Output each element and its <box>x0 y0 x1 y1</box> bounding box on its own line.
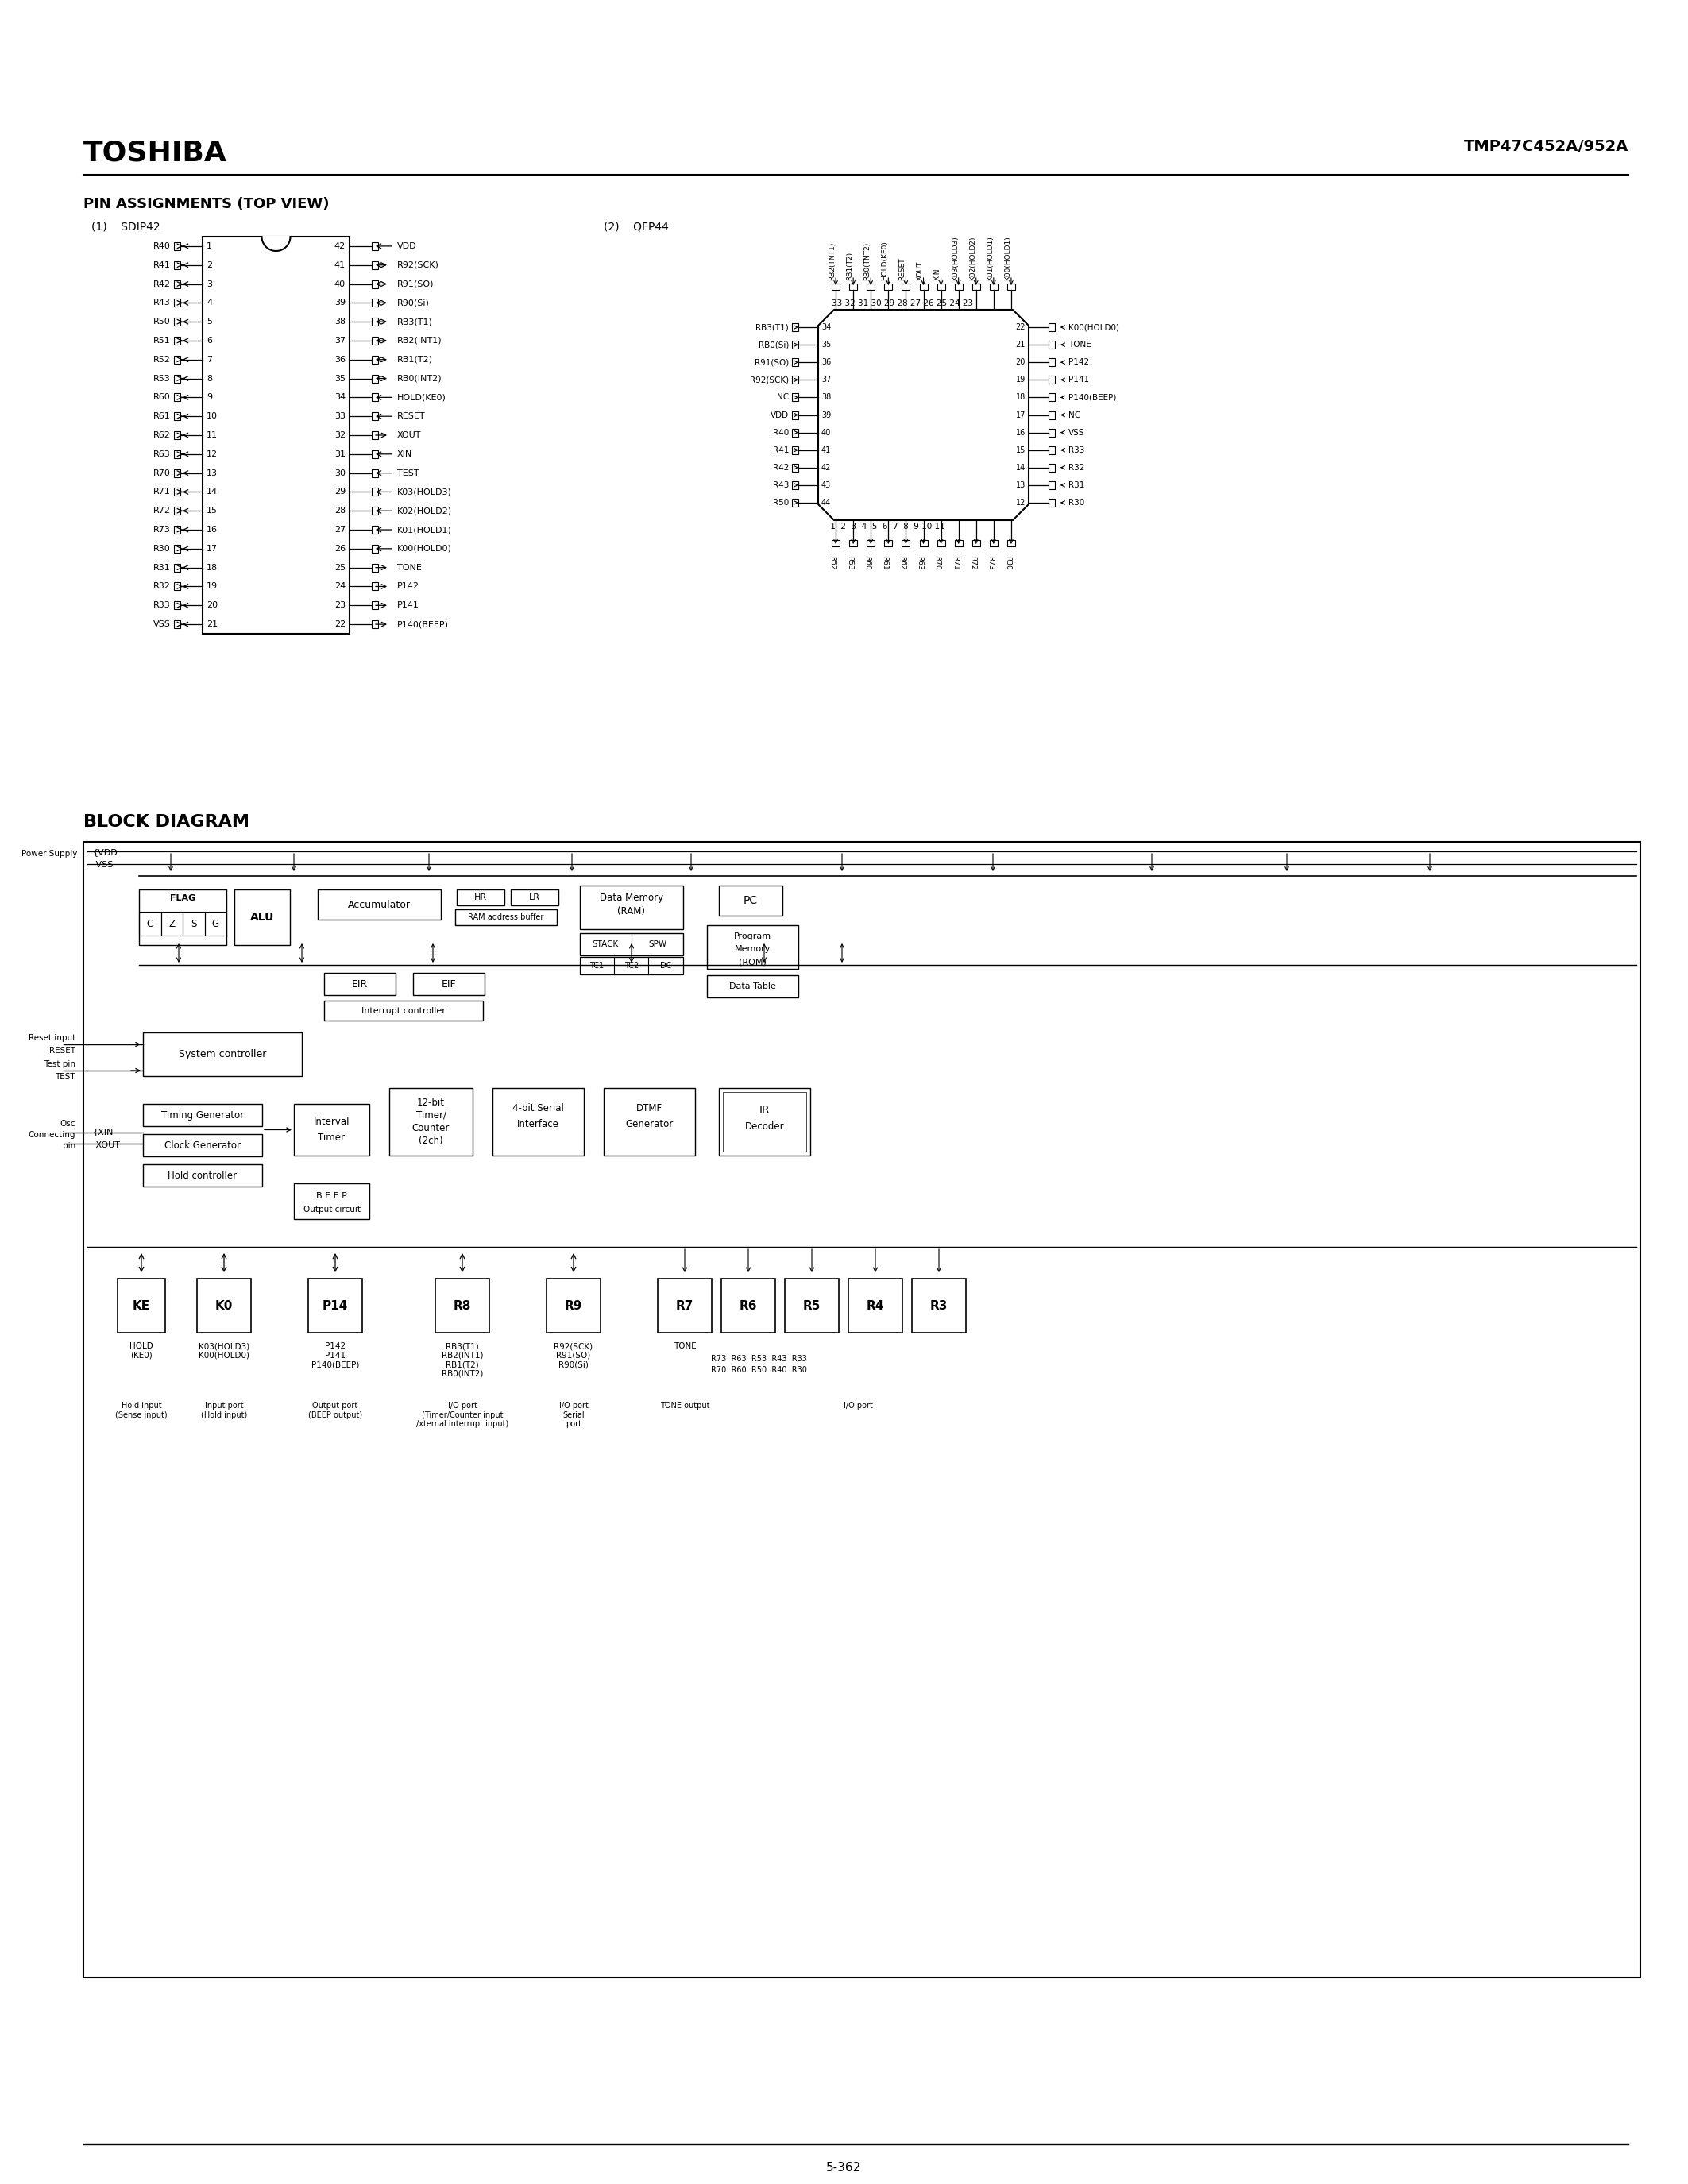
Text: 26: 26 <box>334 544 346 553</box>
Text: RB3(T1)
RB2(INT1)
RB1(T2)
RB0(INT2): RB3(T1) RB2(INT1) RB1(T2) RB0(INT2) <box>442 1343 483 1378</box>
Text: K00(HOLD0): K00(HOLD0) <box>1069 323 1119 332</box>
Text: R7: R7 <box>675 1299 694 1313</box>
Text: NC: NC <box>1069 411 1080 419</box>
Text: 17: 17 <box>206 544 218 553</box>
Bar <box>1048 411 1055 419</box>
Bar <box>174 336 181 345</box>
Bar <box>1008 539 1014 546</box>
Text: 25: 25 <box>334 563 346 572</box>
Bar <box>174 299 181 306</box>
Bar <box>792 323 798 332</box>
Bar <box>371 336 378 345</box>
Text: 36: 36 <box>822 358 830 367</box>
Bar <box>792 393 798 402</box>
Text: 8: 8 <box>206 373 213 382</box>
Bar <box>174 280 181 288</box>
Bar <box>581 957 684 974</box>
Text: R73  R63  R53  R43  R33: R73 R63 R53 R43 R33 <box>711 1354 807 1363</box>
Bar <box>174 393 181 402</box>
Text: R50: R50 <box>773 498 788 507</box>
Text: HOLD
(KE0): HOLD (KE0) <box>130 1343 154 1358</box>
Text: P142
P141
P140(BEEP): P142 P141 P140(BEEP) <box>311 1343 360 1369</box>
Text: RESET: RESET <box>49 1046 76 1055</box>
Bar <box>792 341 798 349</box>
Text: Data Table: Data Table <box>729 983 776 989</box>
Text: R8: R8 <box>454 1299 471 1313</box>
Bar <box>457 889 505 906</box>
Text: TEST: TEST <box>56 1072 76 1081</box>
Text: 12: 12 <box>1016 498 1026 507</box>
Bar <box>581 885 684 928</box>
Bar <box>143 1103 262 1127</box>
Bar <box>989 539 998 546</box>
Text: Input port
(Hold input): Input port (Hold input) <box>201 1402 246 1420</box>
Text: 44: 44 <box>822 498 830 507</box>
Text: P142: P142 <box>1069 358 1089 367</box>
Text: 42: 42 <box>822 463 830 472</box>
Bar <box>920 539 927 546</box>
Bar <box>371 242 378 251</box>
Text: 11: 11 <box>206 430 218 439</box>
Bar <box>972 284 981 290</box>
Polygon shape <box>262 236 290 251</box>
Bar <box>174 526 181 533</box>
Text: R43: R43 <box>773 480 788 489</box>
Bar <box>174 563 181 572</box>
Bar <box>371 583 378 590</box>
Text: R30: R30 <box>1069 498 1084 507</box>
Text: 20: 20 <box>1016 358 1026 367</box>
Text: 13: 13 <box>1016 480 1026 489</box>
Bar <box>414 972 484 996</box>
Text: R43: R43 <box>154 299 170 306</box>
Bar <box>719 1088 810 1155</box>
Text: IR: IR <box>760 1105 770 1116</box>
Bar <box>174 319 181 325</box>
Text: XIN: XIN <box>397 450 412 459</box>
Text: System controller: System controller <box>179 1048 267 1059</box>
Text: Interrupt controller: Interrupt controller <box>361 1007 446 1016</box>
Bar <box>792 411 798 419</box>
Bar <box>658 1278 712 1332</box>
Bar <box>849 284 858 290</box>
Text: K0: K0 <box>214 1299 233 1313</box>
Text: R9: R9 <box>564 1299 582 1313</box>
Text: 16: 16 <box>206 526 218 533</box>
Bar <box>118 1278 165 1332</box>
Text: Output circuit: Output circuit <box>304 1206 360 1214</box>
Bar <box>371 373 378 382</box>
Bar <box>294 1103 370 1155</box>
Text: 9: 9 <box>206 393 213 402</box>
Text: VDD: VDD <box>770 411 788 419</box>
Bar <box>371 470 378 476</box>
Text: Reset input: Reset input <box>29 1033 76 1042</box>
Text: Data Memory: Data Memory <box>599 893 663 902</box>
Text: RB2(TNT1): RB2(TNT1) <box>829 242 836 280</box>
Text: K03(HOLD3): K03(HOLD3) <box>952 236 959 280</box>
Text: FLAG: FLAG <box>170 893 196 902</box>
Text: R41: R41 <box>773 446 788 454</box>
Bar <box>371 393 378 402</box>
Text: DTMF: DTMF <box>636 1103 662 1114</box>
Text: R32: R32 <box>154 583 170 590</box>
Text: 22: 22 <box>1016 323 1026 332</box>
Text: R3: R3 <box>930 1299 949 1313</box>
Bar <box>989 284 998 290</box>
Text: Program: Program <box>734 933 771 941</box>
Text: TOSHIBA: TOSHIBA <box>83 140 228 166</box>
Text: Osc: Osc <box>61 1120 76 1127</box>
Text: Clock Generator: Clock Generator <box>164 1140 241 1151</box>
Bar <box>174 242 181 251</box>
Text: RB0(INT2): RB0(INT2) <box>397 373 442 382</box>
Bar <box>792 376 798 384</box>
Text: RB3(T1): RB3(T1) <box>397 319 432 325</box>
Text: 35: 35 <box>822 341 830 349</box>
Text: Test pin: Test pin <box>44 1059 76 1068</box>
Bar <box>792 463 798 472</box>
Text: TC1: TC1 <box>589 961 604 970</box>
Text: HR: HR <box>474 893 488 902</box>
Text: TC2: TC2 <box>625 961 638 970</box>
Text: I/O port
(Timer/Counter input
/xternal interrupt input): I/O port (Timer/Counter input /xternal i… <box>417 1402 508 1428</box>
Text: R40: R40 <box>773 428 788 437</box>
Text: XOUT: XOUT <box>917 262 923 280</box>
Text: 12: 12 <box>206 450 218 459</box>
